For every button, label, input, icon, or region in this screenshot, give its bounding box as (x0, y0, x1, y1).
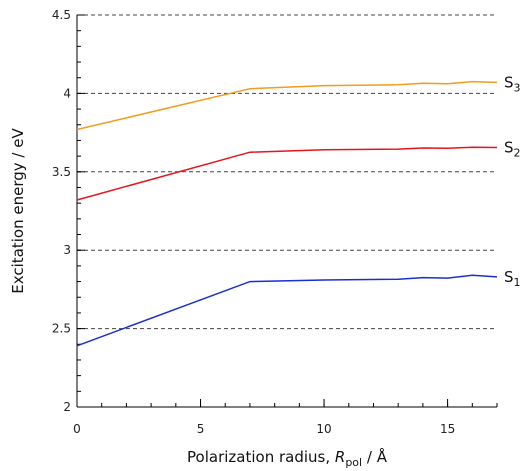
x-tick-label: 15 (440, 422, 455, 436)
x-axis-title-sub: pol (345, 456, 362, 469)
ticks: 2 2.5 3 3.5 4 4.5 0 5 10 15 (52, 8, 498, 436)
x-axis-title: Polarization radius, Rpol / Å (187, 447, 388, 469)
series-labels: S3 S2 S1 (504, 73, 521, 288)
series-lines (76, 80, 498, 347)
x-axis-title-suffix: / Å (362, 447, 388, 466)
y-axis-title: Excitation energy / eV (9, 128, 27, 294)
y-tick-label: 2.5 (52, 322, 71, 336)
series-label-s3: S3 (504, 73, 521, 94)
series-label-s2: S2 (504, 138, 521, 159)
series-label-s1: S1 (504, 268, 521, 289)
y-tick-label: 3.5 (52, 165, 71, 179)
x-axis-title-var: R (335, 448, 345, 466)
grid-lines (77, 14, 497, 330)
y-tick-label: 2 (63, 400, 71, 414)
series-line-s1 (76, 274, 498, 347)
y-tick-label: 4.5 (52, 8, 71, 22)
series-line-s2 (76, 146, 498, 201)
x-axis-title-prefix: Polarization radius, (187, 448, 335, 466)
series-line-s3 (76, 80, 498, 131)
axes (76, 15, 497, 408)
x-tick-label: 10 (316, 422, 331, 436)
x-tick-label: 0 (73, 422, 81, 436)
y-tick-label: 3 (63, 243, 71, 257)
y-tick-label: 4 (63, 86, 71, 100)
x-tick-label: 5 (197, 422, 205, 436)
